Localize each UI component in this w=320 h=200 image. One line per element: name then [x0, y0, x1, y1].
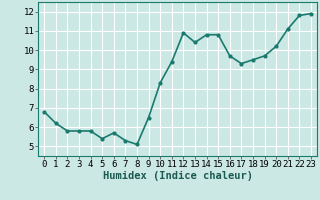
X-axis label: Humidex (Indice chaleur): Humidex (Indice chaleur)	[103, 171, 252, 181]
